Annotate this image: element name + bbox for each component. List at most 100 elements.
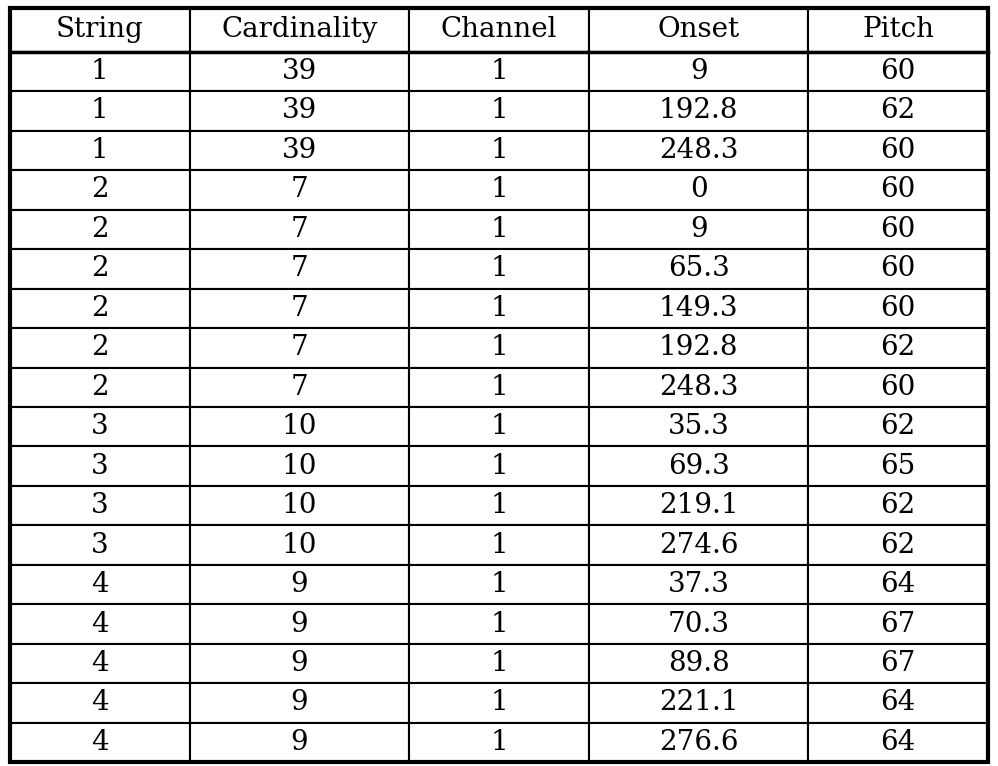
Text: 221.1: 221.1 [659,689,739,716]
Bar [589,604,808,643]
Bar [589,8,808,52]
Text: Onset: Onset [658,16,740,43]
Bar [409,447,589,486]
Bar [10,722,190,762]
Text: 9: 9 [290,611,308,637]
Text: 1: 1 [490,295,508,322]
Bar [589,289,808,328]
Bar [409,604,589,643]
Bar [808,170,988,210]
Text: 9: 9 [290,571,308,598]
Bar [589,52,808,91]
Bar [190,170,409,210]
Text: 1: 1 [91,97,109,124]
Bar [10,643,190,683]
Bar [589,565,808,604]
Text: 4: 4 [91,571,109,598]
Bar [808,328,988,368]
Text: 1: 1 [490,334,508,362]
Text: 2: 2 [91,295,109,322]
Bar [10,210,190,249]
Text: 62: 62 [880,97,916,124]
Bar [808,289,988,328]
Bar [190,683,409,722]
Bar [409,722,589,762]
Text: 1: 1 [490,611,508,637]
Bar [808,52,988,91]
Text: 60: 60 [880,216,916,243]
Bar [409,91,589,131]
Text: 60: 60 [880,137,916,164]
Bar [190,368,409,407]
Text: 2: 2 [91,255,109,283]
Text: 1: 1 [490,255,508,283]
Text: 62: 62 [880,492,916,519]
Bar [190,210,409,249]
Text: 1: 1 [490,453,508,480]
Bar [589,486,808,525]
Text: 89.8: 89.8 [668,650,730,677]
Bar [589,249,808,289]
Bar [409,210,589,249]
Text: 2: 2 [91,216,109,243]
Bar [589,91,808,131]
Text: 274.6: 274.6 [659,532,739,558]
Bar [10,52,190,91]
Text: 248.3: 248.3 [659,137,739,164]
Text: 64: 64 [880,689,916,716]
Text: 1: 1 [490,374,508,401]
Text: 1: 1 [490,176,508,204]
Bar [190,407,409,447]
Bar [190,249,409,289]
Bar [589,447,808,486]
Text: 70.3: 70.3 [668,611,730,637]
Text: 60: 60 [880,58,916,85]
Text: 7: 7 [290,374,308,401]
Text: 7: 7 [290,255,308,283]
Text: 1: 1 [490,650,508,677]
Bar [10,368,190,407]
Bar [808,643,988,683]
Bar [190,565,409,604]
Bar [409,289,589,328]
Bar [409,643,589,683]
Bar [808,8,988,52]
Text: 65: 65 [880,453,916,480]
Bar [808,604,988,643]
Bar [10,604,190,643]
Text: 2: 2 [91,374,109,401]
Bar [808,447,988,486]
Bar [190,447,409,486]
Bar [10,8,190,52]
Bar [10,565,190,604]
Bar [10,447,190,486]
Text: 7: 7 [290,295,308,322]
Bar [409,249,589,289]
Text: 7: 7 [290,334,308,362]
Bar [808,368,988,407]
Text: 64: 64 [880,571,916,598]
Bar [808,210,988,249]
Text: 1: 1 [91,137,109,164]
Bar [10,91,190,131]
Bar [190,722,409,762]
Text: 7: 7 [290,176,308,204]
Bar [10,249,190,289]
Bar [589,722,808,762]
Bar [190,52,409,91]
Text: 9: 9 [690,216,708,243]
Text: 4: 4 [91,689,109,716]
Bar [589,328,808,368]
Bar [808,249,988,289]
Bar [190,8,409,52]
Bar [190,486,409,525]
Bar [808,91,988,131]
Bar [589,683,808,722]
Bar [589,407,808,447]
Text: 10: 10 [281,492,317,519]
Text: 10: 10 [281,413,317,440]
Text: 9: 9 [290,650,308,677]
Text: 1: 1 [91,58,109,85]
Text: 60: 60 [880,374,916,401]
Bar [808,722,988,762]
